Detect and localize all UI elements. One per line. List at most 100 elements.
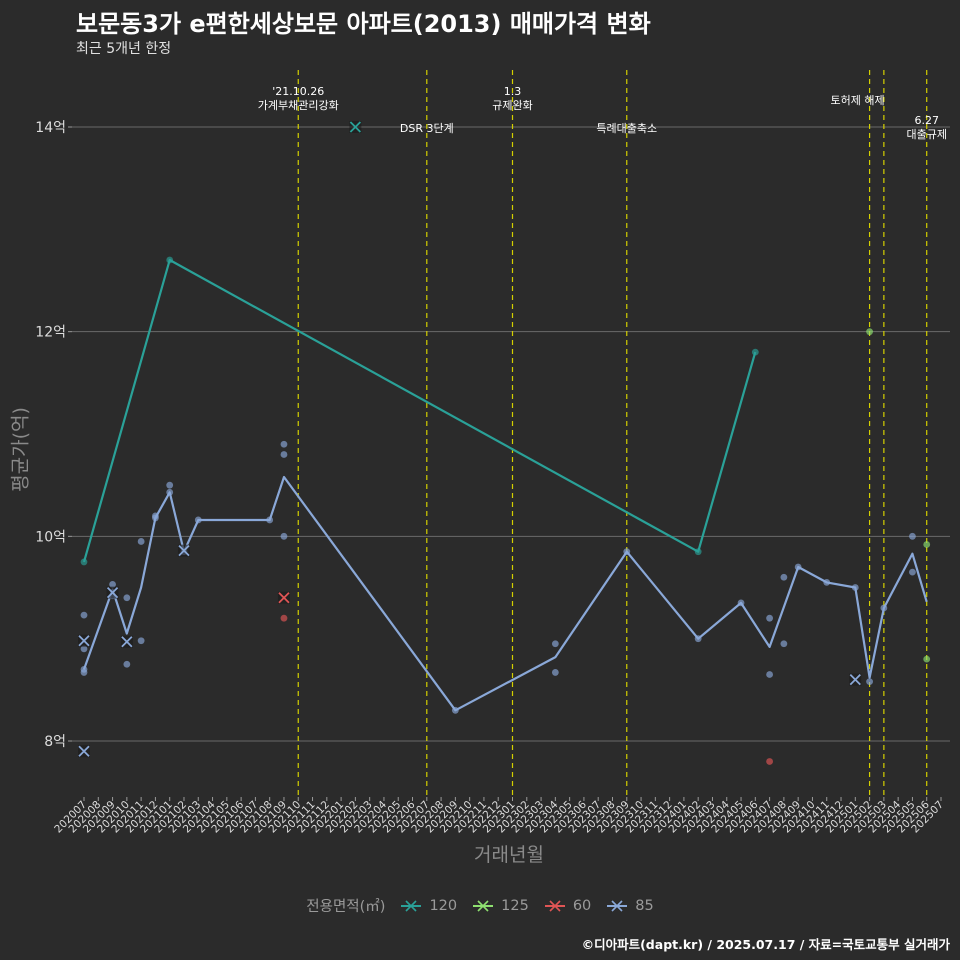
data-point-85 <box>551 669 559 676</box>
policy-annotation: 규제완화 <box>492 99 532 112</box>
policy-annotation: 특례대출축소 <box>596 122 657 135</box>
data-point-85 <box>880 604 888 612</box>
data-point-85 <box>280 532 288 540</box>
data-point-85 <box>694 635 702 643</box>
highlight-cross <box>178 545 190 557</box>
data-point-120 <box>694 548 702 556</box>
policy-annotation: '21.10.26 <box>272 85 324 98</box>
data-point-85 <box>166 481 174 489</box>
data-point-85 <box>737 599 745 607</box>
data-point-85 <box>137 538 145 545</box>
series-line-120 <box>82 258 757 563</box>
y-axis-label-wrap: 평균가(억) <box>4 407 34 492</box>
y-tick-label: 14억 <box>35 120 66 136</box>
data-point-85 <box>123 594 131 602</box>
data-point-85 <box>766 614 773 622</box>
data-point-85 <box>194 516 202 524</box>
data-point-85 <box>794 563 802 571</box>
data-point-125 <box>923 655 931 663</box>
legend-title: 전용면적(㎡) <box>306 899 386 915</box>
data-point-85 <box>780 640 788 648</box>
highlight-cross <box>78 635 90 647</box>
data-point-85 <box>766 671 773 678</box>
series-lines <box>82 258 928 712</box>
data-point-85 <box>137 637 145 645</box>
legend-item-125: 125 <box>471 898 529 914</box>
data-point-85 <box>780 573 788 581</box>
policy-annotation: DSR 3단계 <box>400 122 454 135</box>
highlight-marker-85 <box>177 544 190 557</box>
highlight-marker-85 <box>78 634 90 647</box>
legend-item-85: 85 <box>605 897 654 914</box>
highlight-markers <box>78 121 862 758</box>
data-point-85 <box>80 665 88 673</box>
x-axis-label: 거래년월 <box>474 844 544 866</box>
data-point-85 <box>823 578 831 586</box>
legend-swatch-120 <box>401 899 422 912</box>
legend-item-60: 60 <box>543 898 591 914</box>
legend-label-120: 120 <box>429 897 458 914</box>
policy-lines <box>297 70 928 797</box>
legend-swatch-60 <box>544 899 565 912</box>
data-point-85 <box>80 645 88 653</box>
data-point-120 <box>166 256 174 264</box>
data-point-85 <box>280 451 288 458</box>
highlight-marker-85 <box>120 635 133 648</box>
legend-item-120: 120 <box>399 898 457 914</box>
highlight-cross <box>106 586 119 599</box>
data-point-120 <box>80 558 88 566</box>
highlight-marker-60 <box>277 591 290 604</box>
highlight-marker-120 <box>349 121 362 133</box>
policy-annotation: 1.3 <box>504 85 522 98</box>
y-tick-label: 8억 <box>44 734 66 750</box>
x-axis-ticks: 2020072020082020092020102020112020122021… <box>52 797 946 835</box>
y-axis-ticks: 8억 10억 12억 14억 <box>35 120 72 750</box>
data-point-85 <box>166 488 174 496</box>
data-point-85 <box>451 706 459 714</box>
data-point-125 <box>923 541 931 548</box>
legend-swatch-85 <box>607 899 628 912</box>
policy-annotation: 가계부채관리강화 <box>258 99 339 112</box>
chart-title: 보문동3가 e편한세상보문 아파트(2013) 매매가격 변화 <box>76 10 651 38</box>
data-point-60 <box>280 614 288 622</box>
data-point-125 <box>866 328 873 336</box>
data-point-85 <box>909 568 916 576</box>
data-point-60 <box>766 758 773 765</box>
y-tick-label: 10억 <box>35 529 66 545</box>
policy-annotation: 대출규제 <box>906 128 946 141</box>
data-point-85 <box>551 640 559 648</box>
highlight-cross <box>349 121 362 133</box>
highlight-marker-85 <box>78 745 90 758</box>
highlight-cross <box>278 592 290 604</box>
highlight-marker-85 <box>849 673 862 686</box>
data-point-85 <box>623 548 631 556</box>
highlight-cross <box>121 636 133 648</box>
data-point-85 <box>80 611 88 619</box>
y-tick-label: 12억 <box>35 325 66 341</box>
data-point-120 <box>751 348 759 356</box>
data-point-85 <box>866 678 873 686</box>
series-line-85 <box>82 475 928 712</box>
data-point-85 <box>909 532 916 540</box>
policy-annotation: 6.27 <box>914 114 939 127</box>
legend: 전용면적(㎡) 120 125 60 85 <box>0 895 960 916</box>
legend-label-125: 125 <box>501 897 529 914</box>
grid-lines <box>72 126 950 742</box>
legend-label-85: 85 <box>635 897 654 914</box>
y-axis-label: 평균가(억) <box>9 407 32 492</box>
series-points <box>80 256 931 765</box>
data-point-85 <box>152 514 159 522</box>
legend-label-60: 60 <box>572 897 592 914</box>
data-point-85 <box>851 584 859 591</box>
highlight-marker-85 <box>106 586 119 599</box>
data-point-85 <box>109 581 116 588</box>
source-caption: ©디아파트(dapt.kr) / 2025.07.17 / 자료=국토교통부 실… <box>581 937 950 952</box>
data-point-85 <box>266 516 274 524</box>
data-point-85 <box>123 660 131 668</box>
policy-annotation: 토허제 해제 <box>831 93 885 107</box>
highlight-cross <box>78 745 90 757</box>
chart-subtitle: 최근 5개년 한정 <box>76 41 172 57</box>
data-point-85 <box>280 440 288 448</box>
